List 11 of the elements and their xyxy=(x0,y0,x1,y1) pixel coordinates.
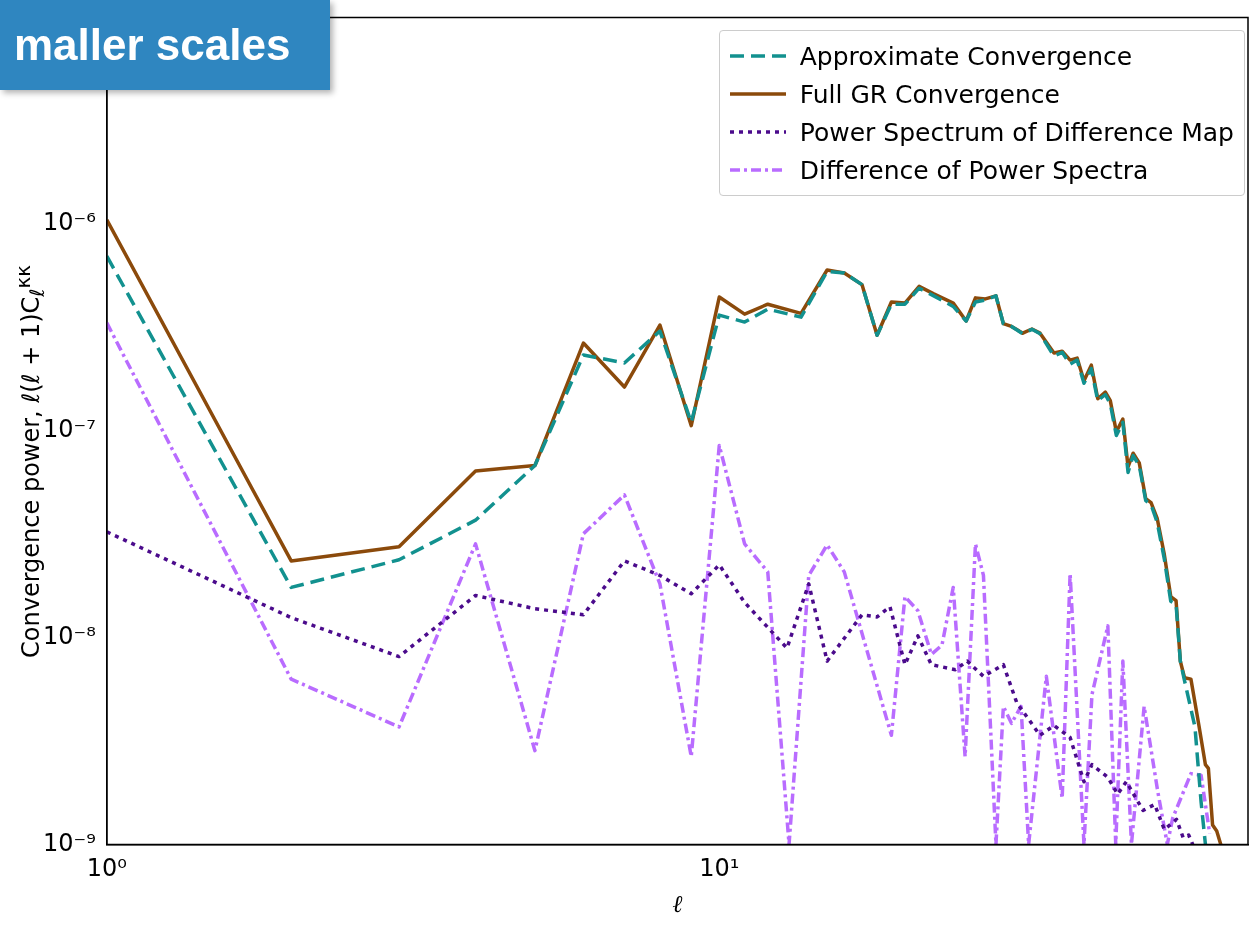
x-tick-label: 10⁰ xyxy=(86,854,127,883)
y-tick-label: 10⁻⁹ xyxy=(43,828,96,857)
x-axis-title: ℓ xyxy=(672,889,683,918)
legend-label: Difference of Power Spectra xyxy=(799,155,1149,185)
legend-label: Full GR Convergence xyxy=(799,79,1060,109)
y-tick-label: 10⁻⁷ xyxy=(43,415,96,444)
y-tick-label: 10⁻⁶ xyxy=(43,208,96,237)
legend-label: Approximate Convergence xyxy=(799,41,1133,71)
annotation: maller scales xyxy=(0,0,331,90)
legend-label: Power Spectrum of Difference Map xyxy=(799,117,1234,147)
x-tick-label: 10¹ xyxy=(699,854,740,883)
